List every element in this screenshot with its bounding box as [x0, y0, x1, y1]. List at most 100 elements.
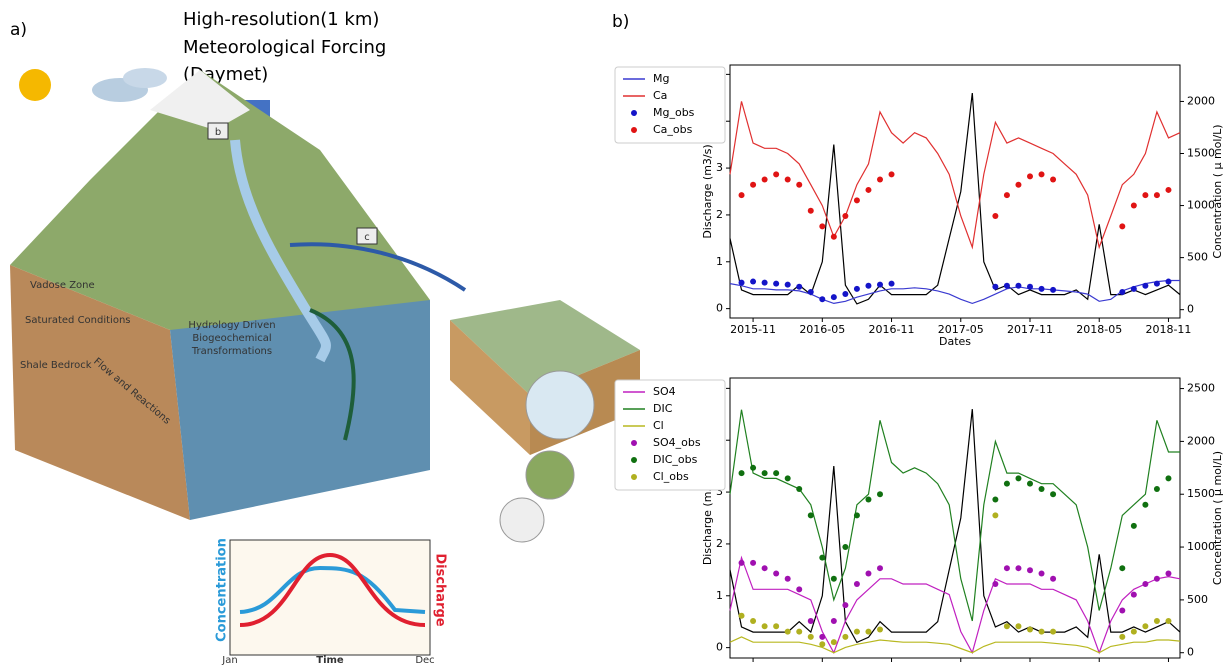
legend-label: Mg: [653, 72, 669, 85]
obs-point: [853, 197, 860, 204]
plot-frame: [729, 377, 1181, 659]
y2-axis-label: Concentration ( μ mol/L): [1211, 451, 1223, 585]
obs-point: [761, 565, 768, 572]
obs-point: [761, 176, 768, 183]
obs-point: [796, 485, 803, 492]
obs-point: [1003, 623, 1010, 630]
inset-x-tick: Dec: [415, 655, 434, 665]
obs-point: [1038, 570, 1045, 577]
y-tick-label: 1: [716, 255, 723, 268]
y2-tick-label: 2000: [1187, 434, 1215, 447]
series-line: [729, 279, 1180, 305]
obs-point: [750, 559, 757, 566]
y-axis-label: Discharge (m3/s): [701, 144, 714, 238]
y2-tick-label: 2000: [1187, 94, 1215, 107]
obs-point: [877, 626, 883, 633]
obs-point: [1165, 618, 1172, 625]
obs-point: [1165, 186, 1172, 193]
legend-box: [614, 66, 726, 144]
obs-point: [853, 285, 860, 292]
obs-point: [1119, 607, 1126, 614]
obs-point: [1015, 181, 1022, 188]
layer-label: Saturated Conditions: [25, 315, 131, 326]
obs-point: [842, 291, 849, 298]
obs-point: [830, 233, 837, 240]
obs-point: [1038, 485, 1045, 492]
obs-point: [773, 470, 780, 477]
obs-point: [1165, 570, 1172, 577]
obs-point: [1119, 223, 1126, 230]
obs-point: [1153, 618, 1160, 625]
series-line: [729, 555, 1181, 655]
transform-text: Hydrology Driven: [188, 320, 275, 331]
legend-label: SO4: [653, 385, 676, 398]
y2-tick-label: 500: [1187, 251, 1208, 264]
obs-point: [1015, 565, 1022, 572]
obs-point: [819, 223, 826, 230]
layer-label: Vadose Zone: [30, 280, 95, 291]
obs-point: [1038, 285, 1045, 292]
soil-front: [10, 265, 190, 520]
obs-point: [1142, 282, 1149, 289]
transform-text: Biogeochemical: [192, 333, 271, 344]
obs-point: [738, 192, 745, 199]
box: [356, 227, 378, 245]
obs-point: [877, 565, 883, 572]
obs-point: [1119, 288, 1126, 295]
forcing-text: Meteorological Forcing: [183, 37, 386, 58]
obs-point: [807, 633, 814, 640]
y-tick-label: 0: [716, 641, 723, 654]
legend-swatch: [631, 474, 637, 480]
y-tick-label: 0: [716, 302, 723, 315]
obs-point: [1003, 282, 1010, 289]
land-surface: [10, 70, 430, 370]
panel-label: b): [612, 12, 629, 32]
legend-swatch: [631, 127, 637, 133]
obs-point: [1119, 565, 1126, 572]
obs-point: [796, 586, 803, 593]
legend-label: Ca_obs: [653, 123, 693, 136]
obs-point: [784, 281, 791, 288]
obs-point: [750, 181, 757, 188]
obs-point: [830, 294, 837, 301]
box-label: b: [215, 127, 221, 138]
obs-point: [750, 278, 757, 285]
obs-point: [761, 279, 768, 286]
obs-point: [1142, 581, 1149, 588]
series-line: [729, 409, 1181, 644]
x-tick-label: 2018-05: [1076, 323, 1122, 336]
y-tick-label: 2: [716, 208, 723, 221]
obs-point: [853, 628, 860, 635]
obs-point: [784, 176, 791, 183]
y2-tick-label: 1000: [1187, 199, 1215, 212]
obs-point: [1050, 176, 1057, 183]
obs-point: [842, 602, 849, 609]
panel-label: a): [10, 20, 27, 40]
water-side: [170, 300, 430, 520]
obs-point: [1015, 282, 1022, 289]
obs-point: [773, 570, 780, 577]
obs-point: [877, 281, 883, 288]
obs-point: [1027, 283, 1033, 290]
y2-tick-label: 1500: [1187, 146, 1215, 159]
x-tick-label: 2016-11: [869, 323, 915, 336]
discharge-curve: [239, 552, 426, 627]
x-tick-label: 2017-05: [938, 323, 984, 336]
obs-point: [865, 570, 872, 577]
obs-point: [1142, 501, 1149, 508]
obs-point: [1027, 480, 1033, 487]
y2-tick-label: 500: [1187, 593, 1208, 606]
block-c: [450, 300, 640, 395]
obs-point: [1130, 202, 1137, 209]
obs-point: [1153, 280, 1160, 287]
obs-point: [842, 633, 849, 640]
x-tick-label: 2015-11: [730, 323, 776, 336]
legend-label: SO4_obs: [653, 436, 701, 449]
obs-point: [1015, 623, 1022, 630]
arrow: [289, 242, 467, 292]
y-axis-label: Discharge (m3/s): [701, 471, 714, 565]
y-tick-label: 2: [716, 537, 723, 550]
obs-point: [1153, 192, 1160, 199]
series-line: [729, 636, 1181, 654]
obs-point: [807, 288, 814, 295]
